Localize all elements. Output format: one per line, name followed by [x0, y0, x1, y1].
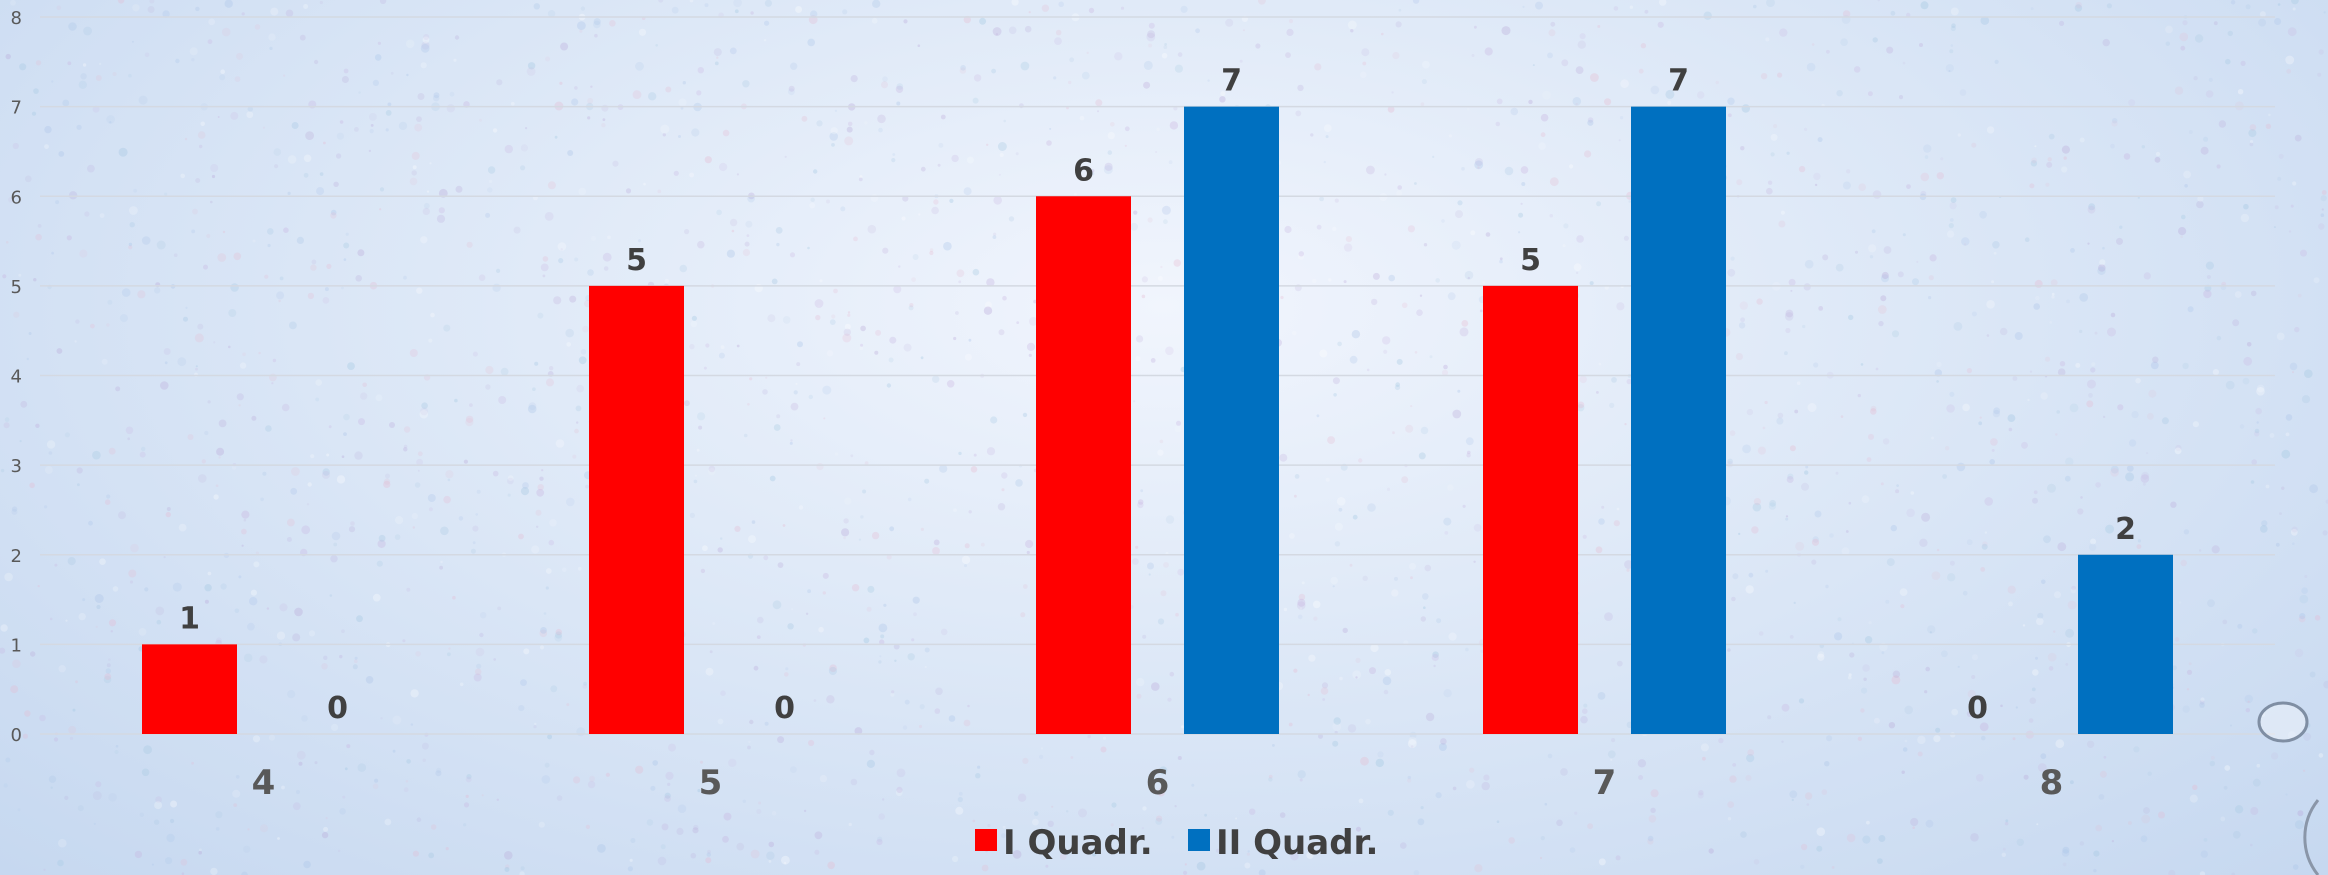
y-tick-label: 3	[11, 456, 22, 477]
x-axis-ticks: 4 5 6 7 8	[252, 763, 2064, 803]
data-label: 2	[2115, 512, 2136, 547]
legend-swatch-i-quadr	[975, 829, 997, 851]
y-tick-label: 6	[11, 187, 22, 208]
y-axis-ticks: 0 1 2 3 4 5 6 7 8	[11, 8, 22, 746]
bar	[1483, 285, 1578, 734]
y-tick-label: 7	[11, 98, 22, 119]
bar	[2078, 554, 2173, 734]
decorative-bubble	[2257, 701, 2320, 875]
data-label: 0	[327, 691, 348, 726]
bar	[1631, 106, 1726, 734]
data-label: 0	[1967, 691, 1988, 726]
bar	[142, 644, 237, 734]
data-label: 5	[626, 243, 647, 278]
x-tick-label: 6	[1146, 763, 1170, 803]
y-tick-label: 5	[11, 277, 22, 298]
bubble-shape	[2257, 701, 2309, 743]
x-tick-label: 4	[252, 763, 276, 803]
x-tick-label: 7	[1593, 763, 1617, 803]
data-label: 7	[1221, 64, 1242, 99]
x-tick-label: 8	[2040, 763, 2064, 803]
x-tick-label: 5	[699, 763, 723, 803]
bar	[1184, 106, 1279, 734]
gridlines	[40, 16, 2275, 735]
data-label: 6	[1073, 153, 1094, 188]
y-tick-label: 1	[11, 635, 22, 656]
bar	[589, 285, 684, 734]
legend: I Quadr. II Quadr.	[975, 823, 1378, 863]
data-label: 0	[774, 691, 795, 726]
bar	[1036, 196, 1131, 734]
legend-label-i-quadr: I Quadr.	[1003, 823, 1153, 863]
data-label: 1	[179, 601, 200, 636]
bubble-arc	[2303, 799, 2320, 875]
bars	[142, 106, 2173, 734]
legend-swatch-ii-quadr	[1188, 829, 1210, 851]
y-tick-label: 4	[11, 367, 22, 388]
y-tick-label: 8	[11, 8, 22, 29]
legend-label-ii-quadr: II Quadr.	[1216, 823, 1378, 863]
y-tick-label: 2	[11, 546, 22, 567]
data-label: 7	[1668, 64, 1689, 99]
data-label: 5	[1520, 243, 1541, 278]
y-tick-label: 0	[11, 725, 22, 746]
